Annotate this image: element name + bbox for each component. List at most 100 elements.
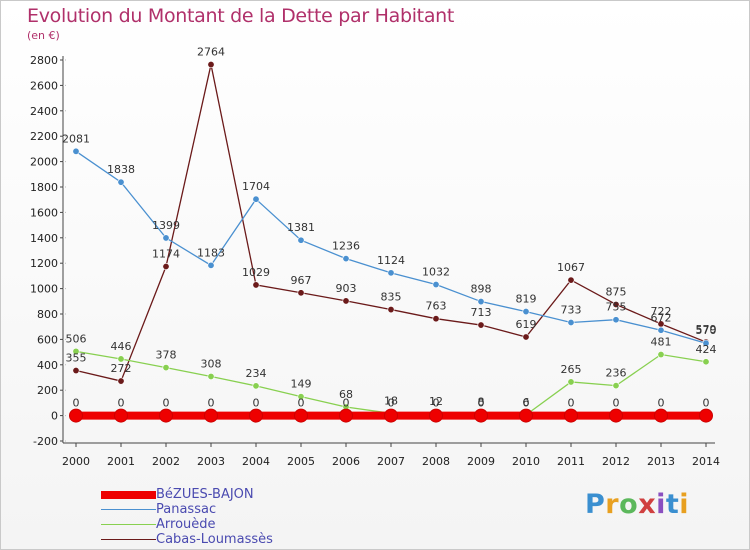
data-point	[699, 408, 713, 423]
data-label: 903	[336, 282, 357, 295]
legend-item: Cabas-Loumassès	[101, 532, 273, 547]
data-point	[657, 351, 665, 359]
data-point	[612, 300, 620, 308]
legend-item: Arrouède	[101, 517, 273, 532]
y-tick-label: 1400	[30, 232, 58, 245]
data-label: 424	[696, 343, 717, 356]
data-label: 1029	[242, 266, 270, 279]
data-label: 506	[66, 332, 87, 345]
data-label: 12	[429, 395, 443, 408]
data-point	[114, 408, 128, 423]
data-point	[702, 339, 710, 347]
data-point	[522, 333, 530, 341]
data-point	[519, 408, 533, 423]
x-tick-label: 2009	[467, 455, 495, 468]
y-tick-label: 2600	[30, 79, 58, 92]
data-point	[162, 263, 170, 271]
data-label: 1032	[422, 266, 450, 279]
chart-unit: (en €)	[27, 29, 60, 42]
data-point	[297, 393, 305, 401]
data-label: 835	[381, 291, 402, 304]
data-label: 149	[291, 378, 312, 391]
data-label: 672	[651, 311, 672, 324]
data-point	[294, 408, 308, 423]
data-point	[297, 236, 305, 244]
data-label: 1067	[557, 261, 585, 274]
data-label: 898	[471, 283, 492, 296]
data-label: 6	[523, 396, 530, 409]
data-label: 68	[339, 388, 353, 401]
y-tick-label: 1000	[30, 283, 58, 296]
legend-item: BéZUES-BAJON	[101, 487, 273, 502]
x-tick-label: 2002	[152, 455, 180, 468]
data-point	[342, 297, 350, 305]
x-tick-label: 2012	[602, 455, 630, 468]
data-point	[342, 255, 350, 263]
data-label: 481	[651, 336, 672, 349]
y-tick-label: -200	[33, 435, 58, 448]
data-point	[204, 408, 218, 423]
data-label: 1124	[377, 254, 405, 267]
data-point	[162, 234, 170, 242]
legend-swatch	[101, 508, 156, 511]
data-label: 570	[696, 324, 717, 337]
legend-label: Cabas-Loumassès	[156, 532, 273, 547]
data-label: 722	[651, 305, 672, 318]
data-label: 0	[523, 397, 530, 410]
logo-letter: i	[656, 489, 666, 520]
data-label: 0	[433, 397, 440, 410]
data-point	[252, 195, 260, 203]
data-label: 2764	[197, 46, 225, 59]
data-label: 967	[291, 274, 312, 287]
data-label: 308	[201, 357, 222, 370]
data-point	[477, 321, 485, 329]
x-tick-label: 2010	[512, 455, 540, 468]
y-tick-label: 400	[37, 359, 58, 372]
data-label: 1838	[107, 163, 135, 176]
data-label: 0	[388, 397, 395, 410]
x-tick-label: 2003	[197, 455, 225, 468]
y-tick-label: 1600	[30, 206, 58, 219]
data-point	[432, 315, 440, 323]
y-tick-label: 800	[37, 308, 58, 321]
data-label: 1399	[152, 219, 180, 232]
data-label: 18	[384, 394, 398, 407]
data-label: 1183	[197, 246, 225, 259]
logo-letter: i	[679, 489, 690, 520]
data-label: 0	[613, 397, 620, 410]
data-label: 713	[471, 306, 492, 319]
data-label: 0	[343, 397, 350, 410]
data-point	[207, 61, 215, 69]
legend-label: BéZUES-BAJON	[156, 487, 254, 502]
data-point	[477, 298, 485, 306]
x-tick-label: 2000	[62, 455, 90, 468]
data-point	[387, 269, 395, 277]
data-label: 0	[73, 397, 80, 410]
legend-label: Panassac	[156, 502, 217, 517]
x-tick-label: 2004	[242, 455, 270, 468]
x-tick-label: 2008	[422, 455, 450, 468]
data-label: 234	[246, 367, 267, 380]
data-label: 1381	[287, 221, 315, 234]
data-point	[567, 378, 575, 386]
logo-letter: t	[665, 489, 680, 520]
data-point	[657, 326, 665, 334]
legend-label: Arrouède	[156, 517, 216, 532]
data-point	[522, 308, 530, 316]
y-tick-label: 600	[37, 333, 58, 346]
data-point	[72, 147, 80, 155]
data-point	[429, 408, 443, 423]
data-point	[207, 372, 215, 380]
data-label: 875	[606, 285, 627, 298]
x-tick-label: 2011	[557, 455, 585, 468]
data-point	[654, 408, 668, 423]
data-point	[339, 408, 353, 423]
data-label: 378	[156, 349, 177, 362]
data-label: 272	[111, 362, 132, 375]
data-point	[612, 316, 620, 324]
logo-letter: P	[585, 489, 606, 520]
data-point	[297, 289, 305, 297]
y-tick-label: 2000	[30, 156, 58, 169]
